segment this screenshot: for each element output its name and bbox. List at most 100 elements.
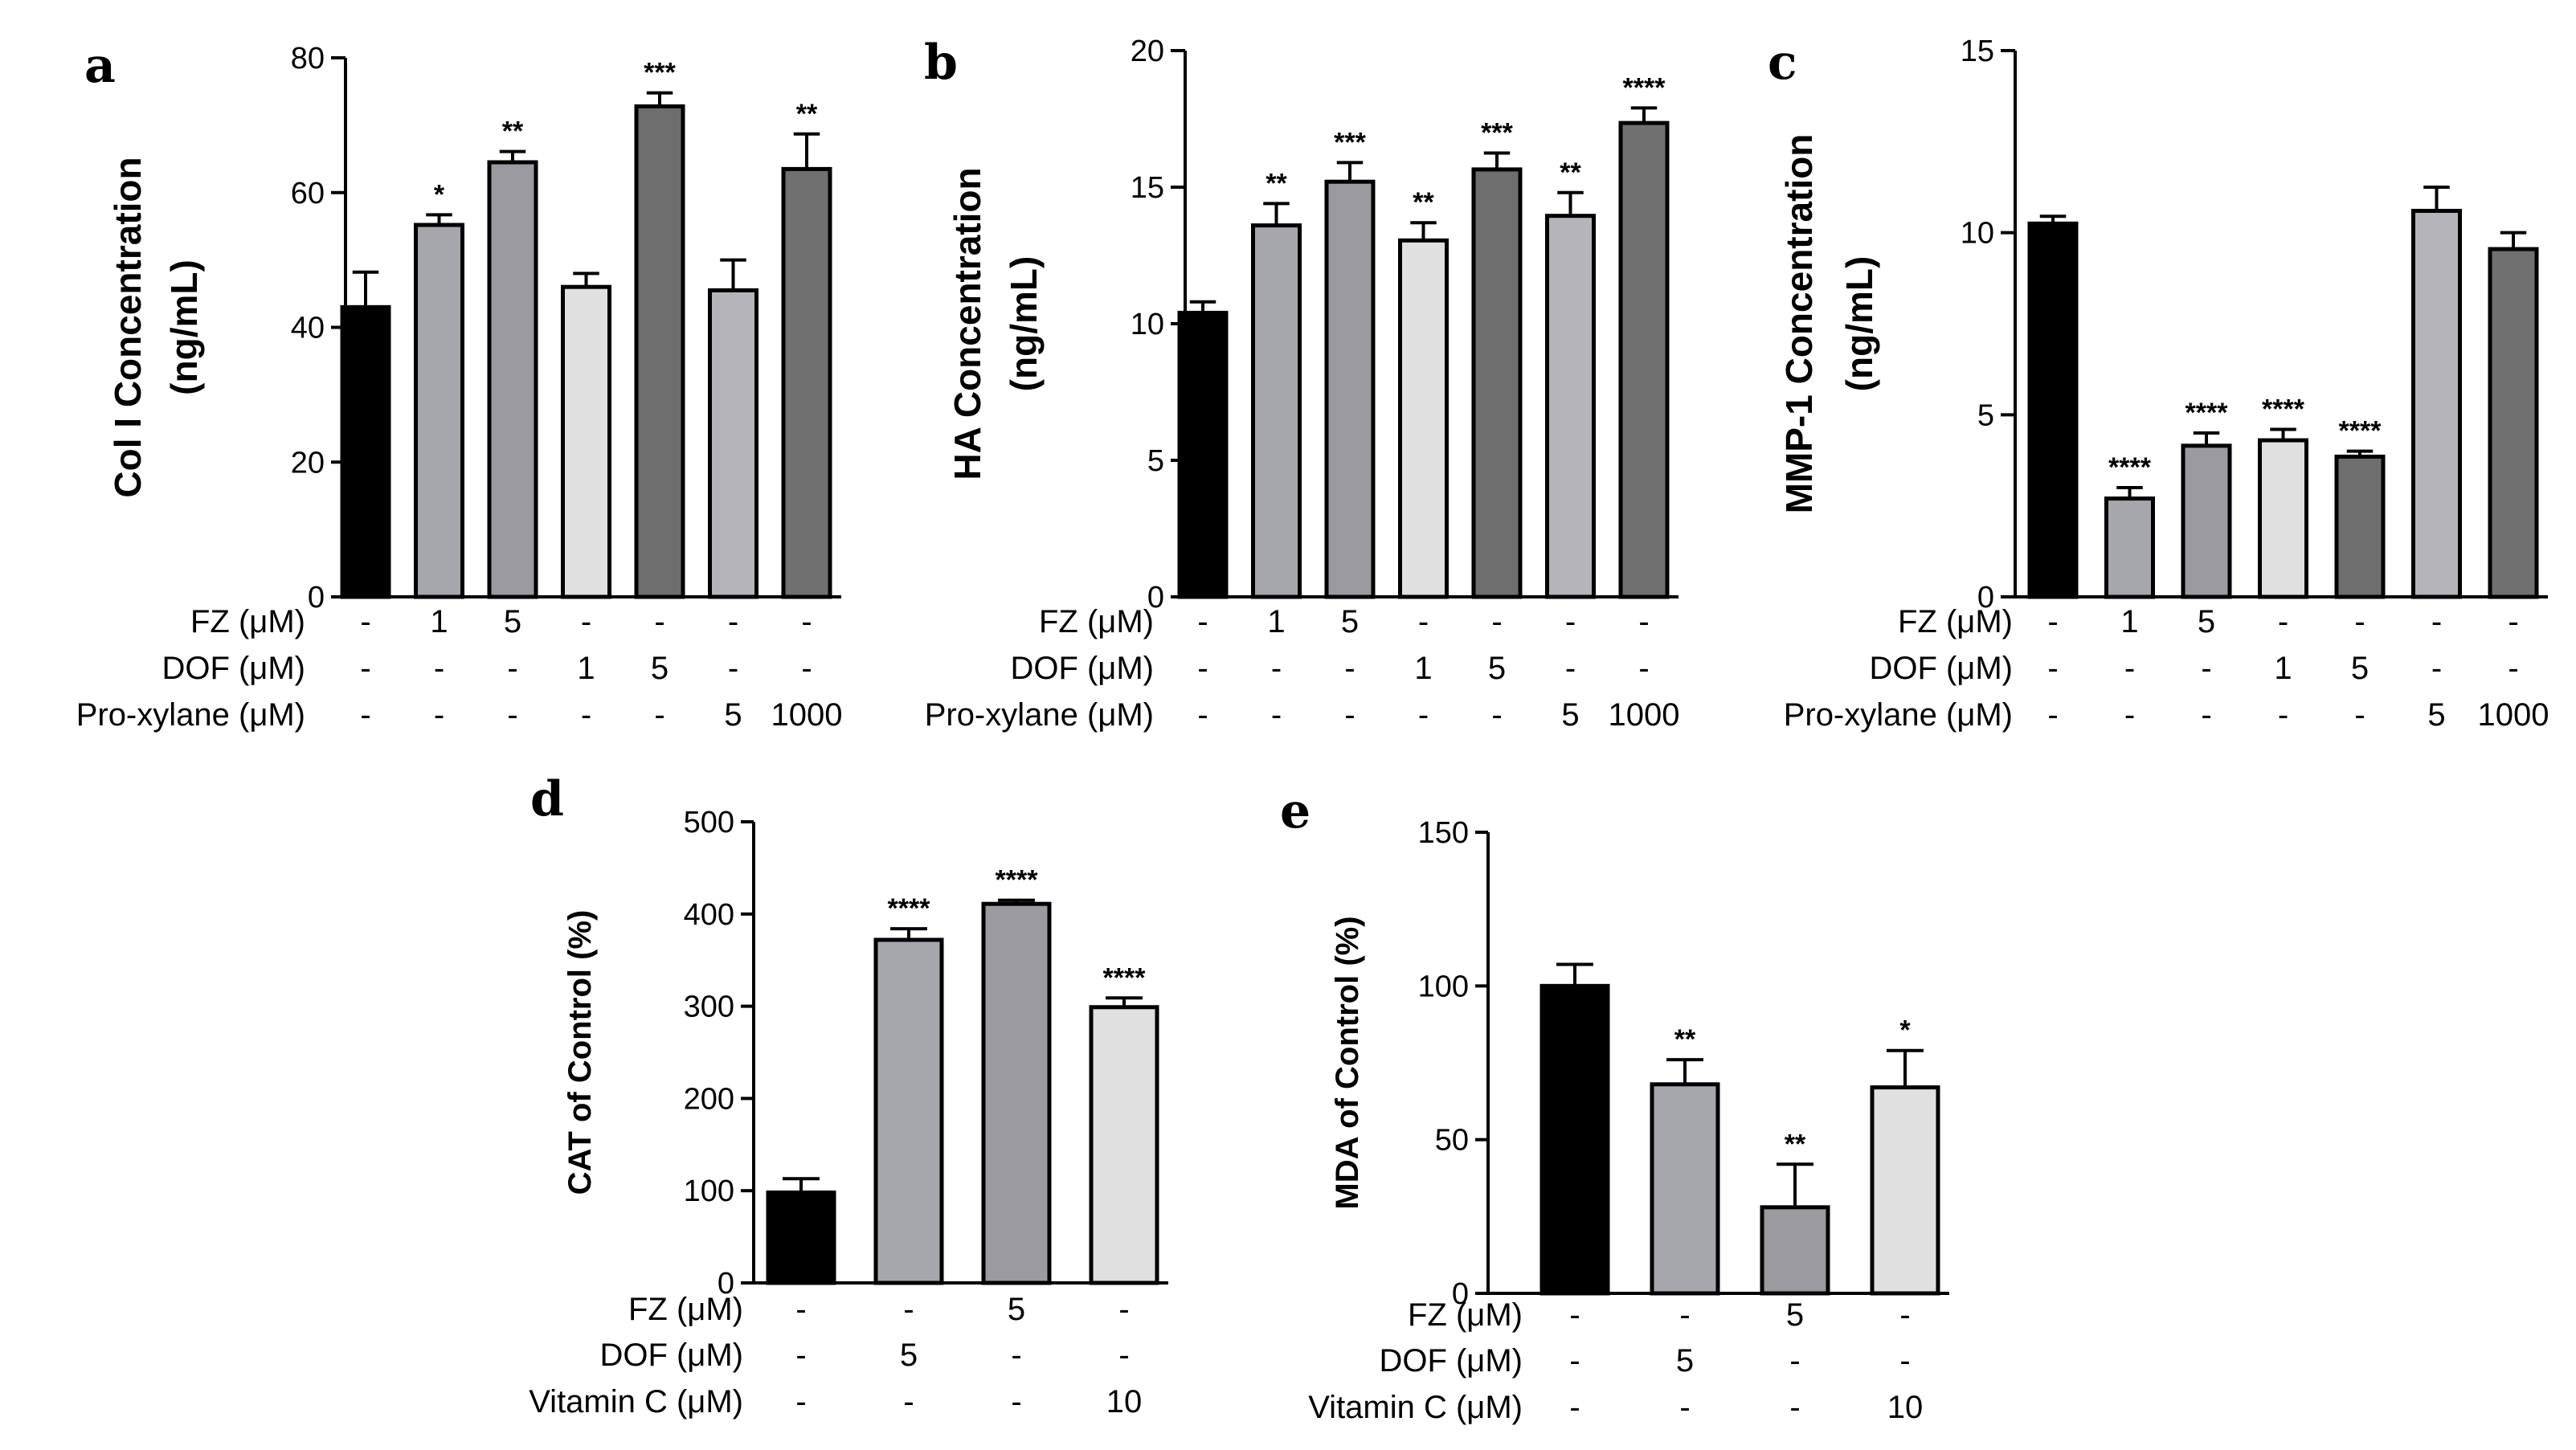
condition-cell: -: [2508, 604, 2518, 639]
condition-cell: -: [728, 651, 738, 686]
significance-mark: ****: [2339, 416, 2382, 447]
condition-cell: -: [795, 1292, 806, 1327]
condition-row-label: FZ (μM): [1408, 1297, 1523, 1333]
condition-cell: -: [2354, 604, 2365, 639]
significance-mark: **: [796, 99, 818, 129]
condition-cell: -: [1418, 697, 1429, 733]
condition-cell: 5: [504, 604, 521, 639]
condition-row-label: Pro-xylane (μM): [925, 697, 1154, 733]
condition-cell: -: [1011, 1338, 1021, 1373]
y-tick-label: 0: [1977, 581, 1994, 615]
bar: [2027, 221, 2079, 599]
condition-cell: 1: [1414, 651, 1432, 686]
significance-mark: ****: [888, 893, 931, 924]
bar: [487, 160, 538, 599]
condition-cell: 5: [1561, 697, 1579, 733]
bar: [1618, 120, 1670, 599]
y-tick-label: 150: [1418, 816, 1469, 850]
condition-cell: -: [1789, 1343, 1800, 1379]
bar: [1650, 1082, 1720, 1296]
condition-cell: -: [1899, 1343, 1910, 1379]
significance-mark: ***: [644, 58, 676, 88]
significance-mark: ****: [1623, 72, 1666, 103]
bar: [2488, 247, 2539, 599]
significance-mark: ****: [2108, 452, 2152, 483]
condition-cell: -: [1418, 604, 1429, 639]
y-axis-unit-label: (ng/mL): [1838, 256, 1880, 392]
significance-mark: ***: [1481, 118, 1513, 149]
condition-cell: 1000: [1609, 697, 1680, 733]
bar: [708, 288, 758, 599]
bar: [981, 901, 1052, 1285]
condition-cell: 5: [1008, 1292, 1025, 1327]
significance-mark: *: [1899, 1015, 1911, 1046]
condition-cell: -: [360, 697, 370, 733]
y-tick-label: 5: [1977, 398, 1994, 432]
condition-cell: -: [1197, 697, 1208, 733]
condition-cell: -: [507, 651, 517, 686]
condition-cell: -: [1569, 1297, 1580, 1333]
condition-cell: -: [1118, 1292, 1129, 1327]
condition-cell: -: [1491, 697, 1502, 733]
y-tick-label: 80: [291, 42, 325, 76]
condition-cell: 1: [430, 604, 448, 639]
condition-cell: -: [2431, 604, 2442, 639]
condition-cell: -: [1789, 1390, 1800, 1425]
y-tick-label: 100: [684, 1174, 734, 1208]
condition-cell: -: [1491, 604, 1502, 639]
condition-row-label: FZ (μM): [628, 1292, 743, 1327]
y-tick-label: 100: [1418, 970, 1469, 1003]
condition-cell: -: [1565, 604, 1576, 639]
panel-label: e: [1280, 783, 1310, 839]
y-tick-label: 0: [718, 1267, 734, 1301]
y-axis-label: CAT of Control (%): [562, 910, 598, 1195]
bar: [1324, 179, 1376, 599]
condition-row-label: DOF (μM): [1869, 651, 2013, 686]
condition-cell: -: [801, 604, 812, 639]
y-axis-unit-label: (ng/mL): [163, 259, 205, 395]
condition-row-label: Vitamin C (μM): [529, 1384, 743, 1419]
condition-cell: 1000: [771, 697, 843, 733]
condition-cell: -: [728, 604, 738, 639]
condition-row-label: Pro-xylane (μM): [1784, 697, 2013, 733]
condition-cell: -: [2278, 697, 2288, 733]
condition-cell: -: [1271, 697, 1282, 733]
condition-cell: -: [581, 697, 591, 733]
bar: [2104, 496, 2155, 599]
condition-cell: -: [1565, 651, 1576, 686]
chart-panel-d: d 0 100 200 300 400 500 CAT of Control (%) **** *…: [529, 771, 1168, 1419]
bar: [2258, 438, 2308, 599]
y-tick-label: 50: [1435, 1124, 1469, 1158]
condition-row-label: FZ (μM): [1039, 604, 1154, 639]
condition-cell: 5: [651, 651, 669, 686]
condition-cell: -: [360, 651, 370, 686]
bar: [1251, 223, 1302, 599]
significance-mark: ****: [1103, 962, 1147, 993]
significance-mark: **: [1266, 168, 1287, 198]
condition-cell: -: [1344, 651, 1355, 686]
y-tick-label: 5: [1147, 444, 1164, 478]
y-tick-label: 20: [1131, 35, 1164, 68]
condition-cell: 1000: [2478, 697, 2549, 733]
significance-mark: ***: [1334, 127, 1366, 157]
significance-mark: **: [1560, 157, 1581, 188]
y-tick-label: 300: [684, 990, 734, 1024]
condition-cell: 5: [1786, 1297, 1804, 1333]
condition-cell: -: [2047, 604, 2058, 639]
bar: [2411, 208, 2462, 599]
condition-cell: -: [1638, 604, 1649, 639]
bar: [781, 166, 832, 599]
condition-cell: -: [2047, 697, 2058, 733]
condition-cell: -: [654, 697, 664, 733]
panel-label: a: [84, 38, 116, 94]
y-axis-label: HA Concentration: [947, 167, 988, 480]
condition-cell: -: [1679, 1297, 1690, 1333]
significance-mark: **: [1674, 1024, 1696, 1055]
bar: [340, 304, 391, 599]
bar: [561, 284, 611, 599]
